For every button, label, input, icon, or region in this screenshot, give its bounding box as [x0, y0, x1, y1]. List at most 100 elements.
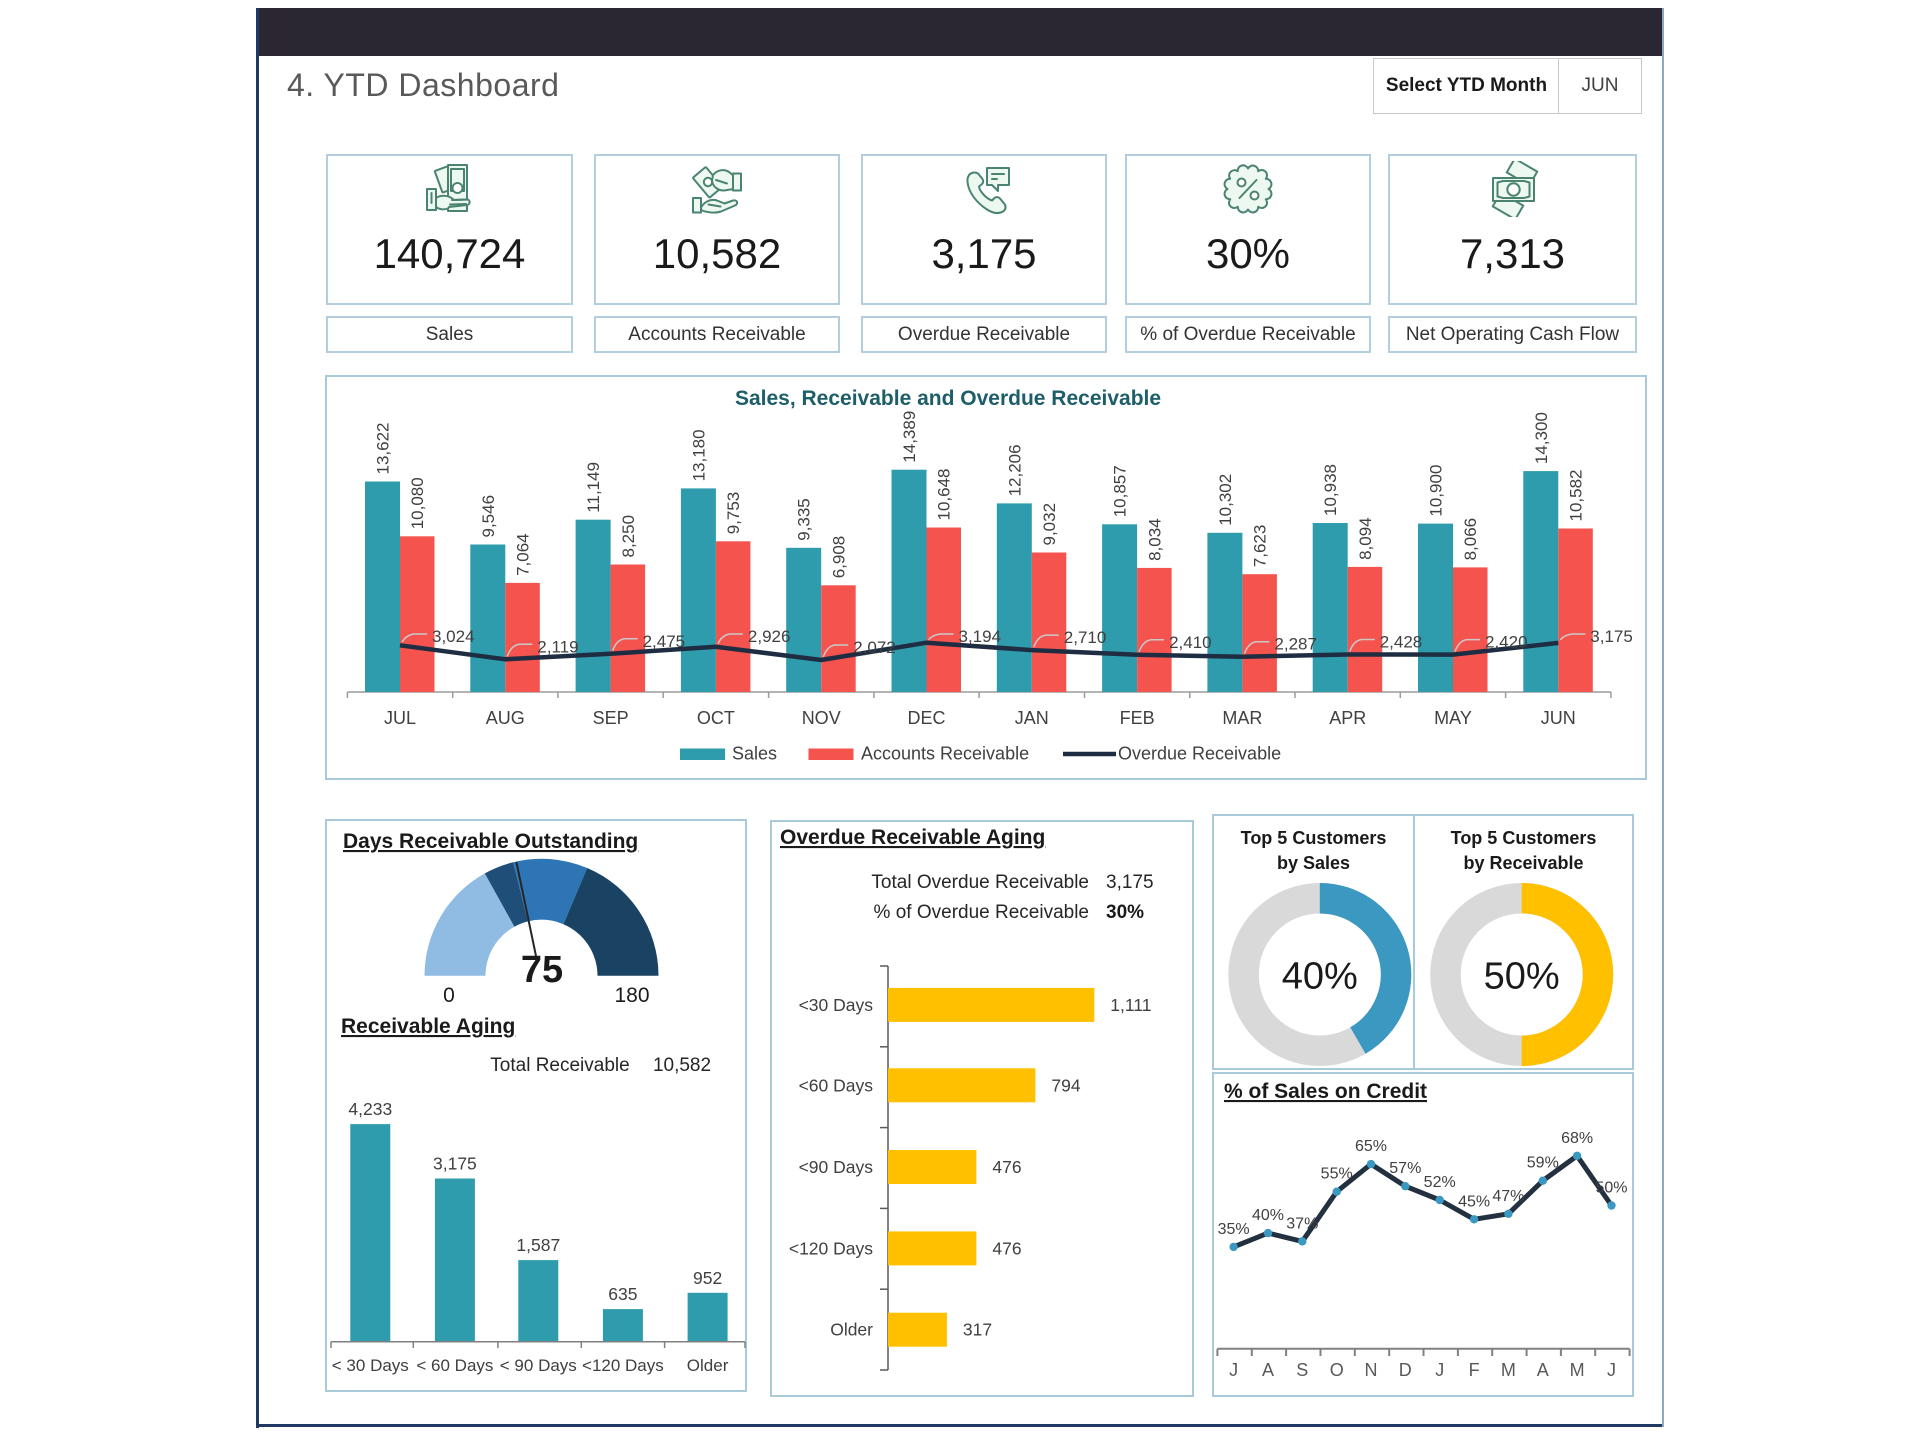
- svg-text:2,072: 2,072: [853, 638, 896, 657]
- svg-text:11,149: 11,149: [584, 462, 603, 513]
- svg-text:2,420: 2,420: [1485, 633, 1528, 652]
- svg-text:J: J: [1435, 1360, 1444, 1380]
- svg-text:30%: 30%: [1106, 902, 1144, 923]
- svg-text:10,582: 10,582: [1567, 470, 1586, 522]
- svg-text:12,206: 12,206: [1005, 444, 1024, 496]
- svg-text:4,233: 4,233: [348, 1099, 392, 1119]
- svg-text:13,622: 13,622: [374, 423, 393, 475]
- svg-text:13,180: 13,180: [689, 429, 708, 481]
- svg-text:OCT: OCT: [697, 708, 735, 728]
- svg-text:N: N: [1365, 1360, 1378, 1380]
- svg-text:35%: 35%: [1218, 1221, 1250, 1238]
- svg-text:3,175: 3,175: [1106, 872, 1154, 893]
- svg-text:1,587: 1,587: [516, 1235, 560, 1255]
- svg-text:7,623: 7,623: [1251, 525, 1270, 568]
- svg-text:794: 794: [1051, 1075, 1080, 1095]
- svg-text:9,335: 9,335: [795, 498, 814, 541]
- svg-text:2,926: 2,926: [748, 627, 791, 646]
- svg-text:10,582: 10,582: [653, 1055, 711, 1076]
- svg-text:8,066: 8,066: [1461, 518, 1480, 561]
- svg-text:<90 Days: <90 Days: [799, 1157, 874, 1177]
- svg-text:10,648: 10,648: [935, 469, 954, 521]
- svg-text:S: S: [1296, 1360, 1308, 1380]
- svg-text:% of Overdue Receivable: % of Overdue Receivable: [874, 902, 1089, 923]
- svg-text:50%: 50%: [1595, 1180, 1627, 1197]
- svg-text:2,710: 2,710: [1064, 628, 1107, 647]
- svg-text:55%: 55%: [1321, 1166, 1353, 1183]
- svg-text:7,064: 7,064: [514, 533, 533, 576]
- svg-text:<30 Days: <30 Days: [799, 995, 874, 1015]
- svg-text:Sales, Receivable and Overdue: Sales, Receivable and Overdue Receivable: [735, 387, 1161, 410]
- svg-text:1,111: 1,111: [1110, 995, 1151, 1015]
- svg-text:<120 Days: <120 Days: [789, 1238, 873, 1258]
- svg-text:MAY: MAY: [1434, 708, 1472, 728]
- svg-text:37%: 37%: [1286, 1215, 1318, 1232]
- svg-text:9,032: 9,032: [1040, 503, 1059, 546]
- svg-text:< 30 Days: < 30 Days: [332, 1356, 409, 1375]
- svg-text:317: 317: [963, 1320, 992, 1340]
- svg-text:10,857: 10,857: [1111, 465, 1130, 517]
- svg-text:F: F: [1469, 1360, 1480, 1380]
- svg-text:A: A: [1537, 1360, 1549, 1380]
- svg-text:14,389: 14,389: [900, 411, 919, 463]
- svg-text:JUN: JUN: [1541, 708, 1576, 728]
- svg-text:JUL: JUL: [384, 708, 416, 728]
- svg-text:50%: 50%: [1484, 956, 1560, 998]
- svg-text:8,034: 8,034: [1145, 518, 1164, 561]
- svg-text:JAN: JAN: [1015, 708, 1049, 728]
- svg-text:3,194: 3,194: [959, 627, 1002, 646]
- svg-text:3,024: 3,024: [432, 627, 475, 646]
- svg-text:476: 476: [992, 1157, 1021, 1177]
- svg-text:M: M: [1501, 1360, 1516, 1380]
- svg-text:Older: Older: [830, 1320, 873, 1340]
- svg-text:APR: APR: [1329, 708, 1366, 728]
- svg-text:O: O: [1330, 1360, 1344, 1380]
- svg-text:68%: 68%: [1561, 1130, 1593, 1147]
- svg-text:8,250: 8,250: [619, 515, 638, 558]
- svg-text:180: 180: [614, 984, 649, 1007]
- svg-text:Days Receivable Outstanding: Days Receivable Outstanding: [343, 830, 638, 853]
- svg-text:635: 635: [608, 1284, 637, 1304]
- svg-text:2,119: 2,119: [537, 637, 578, 656]
- svg-text:Overdue Receivable Aging: Overdue Receivable Aging: [780, 826, 1045, 849]
- svg-text:MAR: MAR: [1222, 708, 1262, 728]
- svg-text:M: M: [1570, 1360, 1585, 1380]
- svg-text:9,753: 9,753: [724, 492, 743, 535]
- svg-text:D: D: [1399, 1360, 1412, 1380]
- svg-text:40%: 40%: [1252, 1207, 1284, 1224]
- svg-text:65%: 65%: [1355, 1138, 1387, 1155]
- svg-text:10,938: 10,938: [1321, 464, 1340, 516]
- svg-text:< 60 Days: < 60 Days: [416, 1356, 493, 1375]
- svg-text:2,287: 2,287: [1274, 635, 1317, 654]
- svg-text:952: 952: [693, 1268, 722, 1288]
- svg-text:2,428: 2,428: [1380, 633, 1423, 652]
- svg-text:47%: 47%: [1492, 1188, 1524, 1205]
- svg-text:2,410: 2,410: [1169, 633, 1212, 652]
- svg-text:52%: 52%: [1424, 1174, 1456, 1191]
- svg-text:Receivable Aging: Receivable Aging: [341, 1015, 515, 1038]
- svg-text:10,900: 10,900: [1427, 465, 1446, 517]
- svg-text:A: A: [1262, 1360, 1274, 1380]
- svg-text:10,302: 10,302: [1216, 474, 1235, 526]
- svg-text:FEB: FEB: [1120, 708, 1155, 728]
- svg-text:% of Sales on Credit: % of Sales on Credit: [1224, 1080, 1427, 1103]
- svg-text:Older: Older: [687, 1356, 729, 1375]
- svg-text:SEP: SEP: [593, 708, 629, 728]
- svg-text:0: 0: [443, 984, 455, 1007]
- svg-text:8,094: 8,094: [1356, 517, 1375, 560]
- svg-text:Sales: Sales: [732, 744, 777, 764]
- svg-text:<120 Days: <120 Days: [582, 1356, 664, 1375]
- svg-text:Total Receivable: Total Receivable: [490, 1055, 629, 1076]
- svg-text:J: J: [1607, 1360, 1616, 1380]
- svg-text:14,300: 14,300: [1532, 412, 1551, 464]
- svg-text:2,475: 2,475: [643, 632, 686, 651]
- svg-text:Total Overdue Receivable: Total Overdue Receivable: [871, 872, 1089, 893]
- svg-text:45%: 45%: [1458, 1193, 1490, 1210]
- svg-text:40%: 40%: [1282, 956, 1358, 998]
- svg-text:AUG: AUG: [486, 708, 525, 728]
- svg-text:3,175: 3,175: [433, 1154, 477, 1174]
- svg-text:Overdue Receivable: Overdue Receivable: [1118, 744, 1281, 764]
- svg-text:NOV: NOV: [802, 708, 841, 728]
- svg-text:3,175: 3,175: [1590, 627, 1633, 646]
- svg-text:10,080: 10,080: [408, 477, 427, 529]
